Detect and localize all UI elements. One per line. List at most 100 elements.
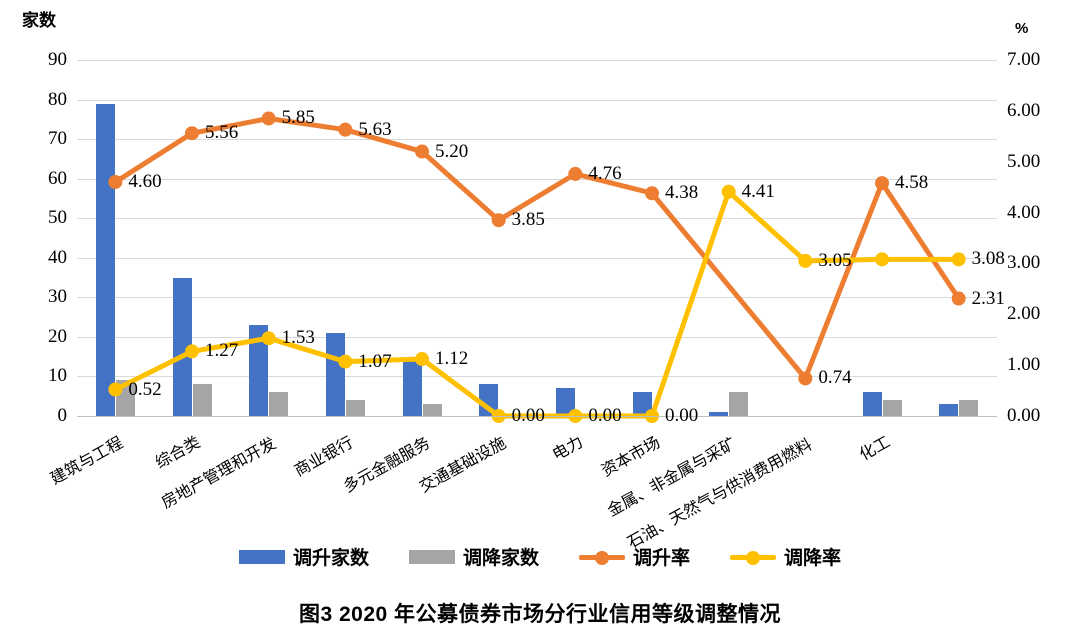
- legend-item[interactable]: 调升率: [579, 543, 690, 570]
- data-label: 0.00: [665, 405, 699, 426]
- left-axis-tick: 0: [57, 405, 68, 426]
- left-axis-tick: 20: [48, 325, 67, 347]
- bar: [959, 400, 979, 416]
- gridline: [77, 376, 997, 378]
- right-axis-tick: 7.00: [1007, 49, 1041, 70]
- data-label: 5.63: [358, 118, 392, 140]
- data-label: 1.27: [205, 340, 239, 362]
- right-axis-tick: 6.00: [1007, 99, 1041, 121]
- gridline: [77, 297, 997, 299]
- bar: [325, 332, 345, 416]
- bar: [555, 388, 575, 416]
- data-label: 4.58: [895, 172, 929, 194]
- bar: [632, 392, 652, 416]
- category-label: 综合类: [152, 433, 203, 473]
- line-marker: [185, 344, 199, 359]
- category-label: 多元金融服务: [340, 434, 433, 497]
- data-label: 0.74: [818, 367, 852, 389]
- line-marker: [261, 111, 276, 126]
- left-axis-tick: 10: [48, 365, 67, 387]
- legend-item[interactable]: 调降率: [730, 543, 841, 570]
- data-label: 4.38: [665, 182, 699, 204]
- bar: [882, 400, 902, 416]
- gridline: [77, 218, 997, 220]
- line-marker: [185, 126, 199, 141]
- category-label: 交通基础设施: [417, 434, 510, 497]
- data-label: 4.60: [128, 171, 162, 193]
- gridline: [77, 257, 997, 259]
- line-marker: [108, 175, 123, 190]
- line-marker: [798, 253, 813, 268]
- line-path: [112, 115, 962, 381]
- data-label: 4.41: [741, 180, 775, 202]
- line-marker: [415, 144, 429, 159]
- data-label: 0.52: [128, 378, 162, 400]
- category-label: 电力: [550, 433, 587, 465]
- right-axis-tick: 5.00: [1007, 150, 1041, 172]
- line-marker: [798, 371, 813, 386]
- bar: [422, 404, 442, 416]
- gridline: [77, 336, 997, 338]
- bar: [192, 384, 212, 416]
- legend-line-swatch: [579, 550, 625, 565]
- data-label: 0.00: [511, 405, 545, 426]
- plot-area: [77, 60, 997, 423]
- left-axis-tick: 40: [48, 246, 67, 268]
- right-axis-tick: 4.00: [1007, 201, 1041, 223]
- line-marker: [645, 186, 659, 201]
- legend-item[interactable]: 调降家数: [408, 543, 539, 570]
- legend-label: 调降家数: [462, 548, 539, 569]
- data-label: 5.85: [281, 107, 315, 129]
- left-axis-tick: 70: [48, 128, 67, 150]
- data-label: 3.85: [511, 209, 545, 231]
- line-marker: [951, 291, 966, 306]
- line-marker: [108, 382, 123, 397]
- left-axis-tick: 60: [48, 167, 67, 189]
- right-axis-tick: 3.00: [1007, 252, 1041, 274]
- right-axis-tick: 0.00: [1007, 405, 1041, 426]
- data-label: 1.53: [281, 327, 315, 349]
- line-marker: [338, 122, 353, 137]
- left-axis-tick: 90: [48, 49, 67, 70]
- data-label: 1.07: [358, 350, 392, 372]
- bar: [269, 392, 289, 416]
- line-marker: [721, 184, 736, 199]
- line-marker: [568, 166, 583, 181]
- data-label: 2.31: [971, 287, 1005, 309]
- left-axis-tick: 80: [48, 88, 67, 110]
- gridline: [77, 139, 997, 141]
- gridline: [77, 99, 997, 101]
- legend-line-swatch: [730, 550, 777, 565]
- line-marker: [338, 354, 353, 369]
- bar: [729, 392, 749, 416]
- category-label: 化工: [856, 433, 893, 465]
- legend-label: 调升率: [633, 548, 691, 569]
- category-axis-line: [77, 416, 997, 417]
- legend-label: 调降率: [784, 548, 842, 569]
- data-label: 3.05: [818, 249, 852, 271]
- bar: [402, 360, 422, 416]
- figure-caption: 图3 2020 年公募债券市场分行业信用等级调整情况: [298, 603, 782, 626]
- line-marker: [415, 352, 429, 367]
- category-label: 建筑与工程: [47, 434, 127, 489]
- data-label: 4.76: [588, 162, 622, 184]
- right-axis-tick: 2.00: [1007, 303, 1041, 325]
- line-marker: [951, 252, 966, 267]
- bar: [172, 277, 192, 416]
- data-label: 1.12: [435, 348, 469, 370]
- gridline: [77, 60, 997, 61]
- gridline: [77, 178, 997, 180]
- line-marker: [491, 213, 506, 228]
- bar: [862, 392, 882, 416]
- line-marker: [875, 176, 889, 191]
- legend-label: 调升家数: [292, 548, 369, 569]
- right-axis-tick: 1.00: [1007, 354, 1041, 376]
- legend-bar-swatch: [408, 549, 455, 564]
- legend-item[interactable]: 调升家数: [238, 543, 369, 570]
- data-label: 5.56: [205, 122, 239, 144]
- left-axis-tick: 30: [48, 286, 67, 308]
- bar: [249, 325, 269, 416]
- legend-bar-swatch: [238, 549, 285, 564]
- line-series-group: [108, 111, 966, 423]
